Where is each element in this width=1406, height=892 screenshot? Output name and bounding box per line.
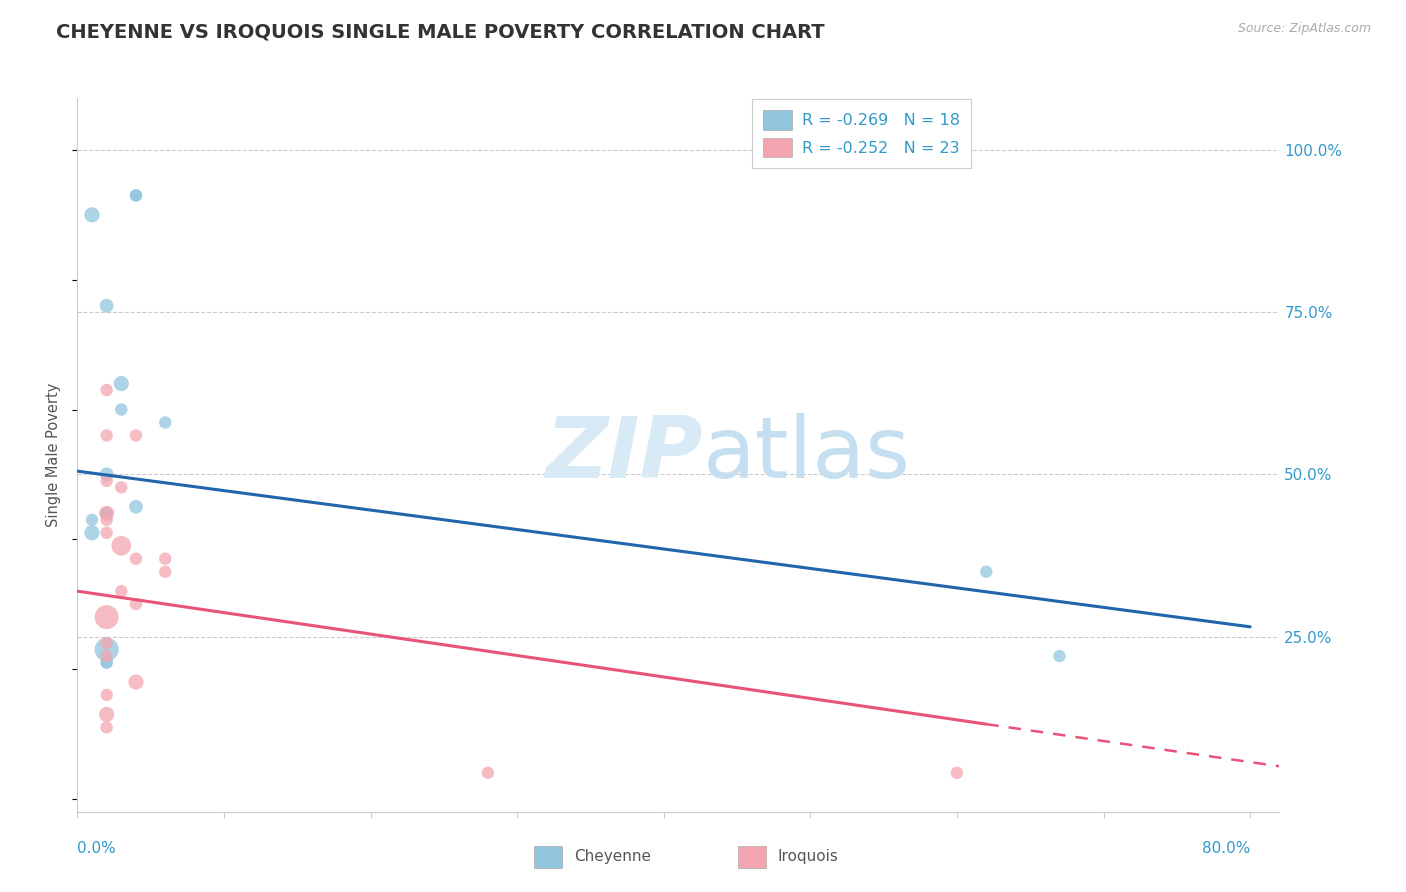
Point	[96, 636, 118, 650]
Point	[96, 299, 118, 313]
Point	[125, 551, 148, 566]
Point	[80, 208, 103, 222]
Point	[96, 474, 118, 488]
Point	[110, 376, 132, 391]
Point	[96, 506, 118, 520]
Point	[125, 597, 148, 611]
Point	[80, 525, 103, 540]
Point	[96, 688, 118, 702]
Point	[110, 539, 132, 553]
Text: CHEYENNE VS IROQUOIS SINGLE MALE POVERTY CORRELATION CHART: CHEYENNE VS IROQUOIS SINGLE MALE POVERTY…	[56, 22, 825, 41]
Point	[96, 513, 118, 527]
Point	[96, 610, 118, 624]
Text: Source: ZipAtlas.com: Source: ZipAtlas.com	[1237, 22, 1371, 36]
Point	[96, 656, 118, 670]
FancyBboxPatch shape	[738, 846, 766, 868]
Point	[125, 188, 148, 202]
Point	[110, 480, 132, 494]
Text: Cheyenne: Cheyenne	[574, 849, 651, 864]
Text: atlas: atlas	[703, 413, 911, 497]
Point	[96, 648, 118, 663]
Point	[155, 551, 177, 566]
Point	[96, 428, 118, 442]
Point	[125, 675, 148, 690]
Point	[477, 765, 499, 780]
Point	[125, 428, 148, 442]
Point	[80, 513, 103, 527]
Point	[155, 416, 177, 430]
Point	[946, 765, 969, 780]
Point	[96, 506, 118, 520]
Point	[96, 383, 118, 397]
Y-axis label: Single Male Poverty: Single Male Poverty	[46, 383, 62, 527]
Point	[96, 467, 118, 482]
Point	[155, 565, 177, 579]
FancyBboxPatch shape	[534, 846, 562, 868]
Point	[125, 500, 148, 514]
Point	[96, 707, 118, 722]
Text: 0.0%: 0.0%	[77, 841, 117, 856]
Point	[110, 402, 132, 417]
Legend: R = -0.269   N = 18, R = -0.252   N = 23: R = -0.269 N = 18, R = -0.252 N = 23	[752, 99, 972, 169]
Point	[96, 506, 118, 520]
Text: ZIP: ZIP	[544, 413, 703, 497]
Point	[110, 584, 132, 599]
Text: Iroquois: Iroquois	[778, 849, 838, 864]
Point	[96, 656, 118, 670]
Point	[1049, 648, 1071, 663]
Text: 80.0%: 80.0%	[1202, 841, 1250, 856]
Point	[96, 642, 118, 657]
Point	[96, 525, 118, 540]
Point	[96, 720, 118, 734]
Point	[125, 188, 148, 202]
Point	[974, 565, 997, 579]
